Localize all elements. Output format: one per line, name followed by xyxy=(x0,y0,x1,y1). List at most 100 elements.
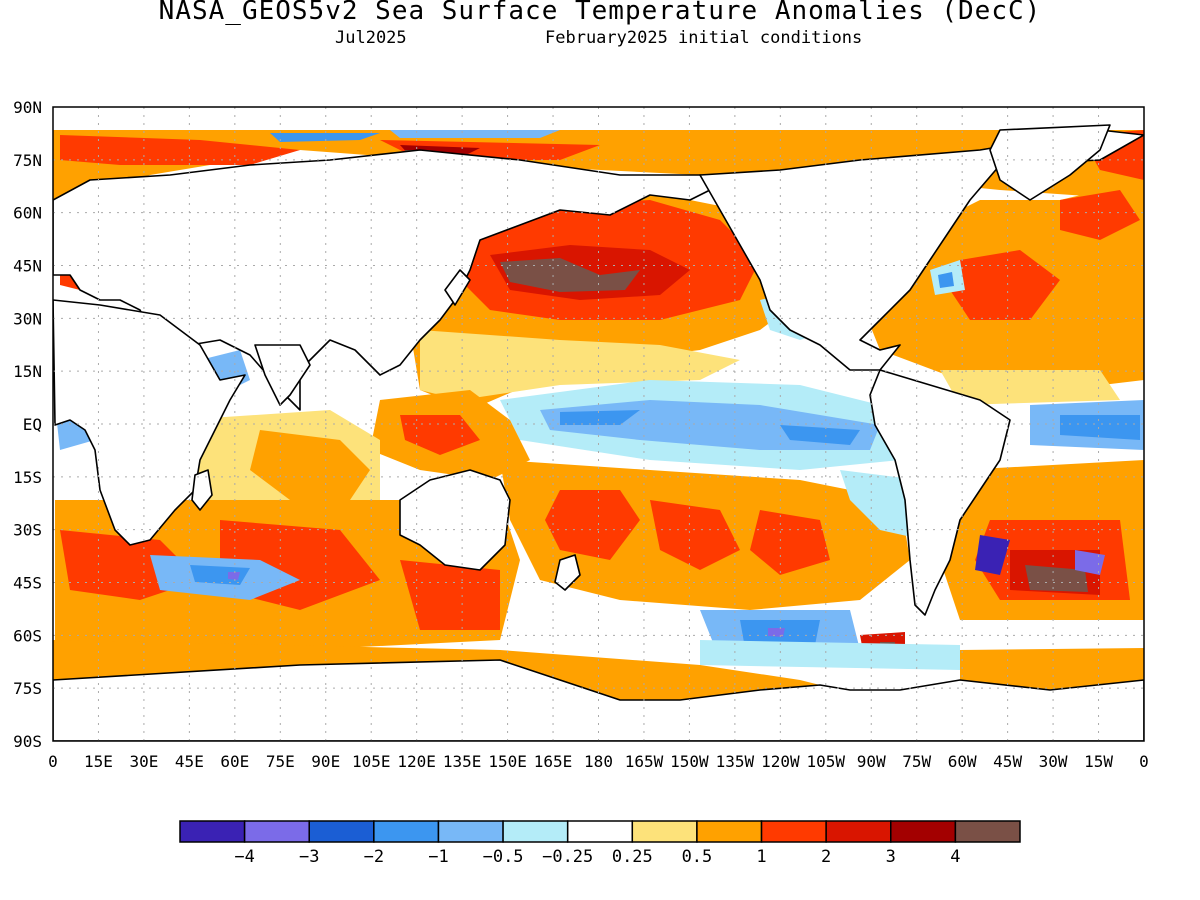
anomaly-patch xyxy=(390,130,560,138)
longitude-label: 90W xyxy=(857,752,886,771)
colorbar-label: 0.25 xyxy=(612,847,653,867)
colorbar-swatch xyxy=(696,820,763,843)
anomaly-patch xyxy=(60,135,300,165)
colorbar-label: −3 xyxy=(299,847,319,867)
colorbar-swatch xyxy=(243,820,310,843)
longitude-label: 75E xyxy=(266,752,295,771)
longitude-label: 15W xyxy=(1084,752,1113,771)
anomaly-patch xyxy=(938,272,954,288)
anomaly-patch xyxy=(270,133,380,142)
longitude-label: 105E xyxy=(352,752,391,771)
colorbar-label: 3 xyxy=(886,847,896,867)
land-australia xyxy=(399,469,511,571)
colorbar-swatch xyxy=(437,820,504,843)
latitude-label: 30S xyxy=(13,521,42,540)
latitude-label: 60N xyxy=(13,204,42,223)
colorbar-label: 2 xyxy=(821,847,831,867)
land-madagascar xyxy=(191,469,213,511)
colorbar-label: −0.25 xyxy=(542,847,593,867)
colorbar-swatch xyxy=(954,820,1021,843)
anomaly-patch xyxy=(780,425,860,445)
colorbar-label: 1 xyxy=(756,847,766,867)
anomaly-patch xyxy=(650,500,740,570)
land-africa xyxy=(53,299,246,546)
anomaly-patch xyxy=(1060,415,1140,440)
longitude-label: 45W xyxy=(993,752,1022,771)
colorbar-label: 0.5 xyxy=(682,847,713,867)
anomaly-patch xyxy=(768,628,785,637)
longitude-label: 105W xyxy=(807,752,846,771)
land-india xyxy=(254,344,311,406)
colorbar-swatch xyxy=(631,820,698,843)
anomaly-patch xyxy=(560,410,640,425)
longitude-label: 30E xyxy=(129,752,158,771)
anomaly-patch xyxy=(940,370,1120,405)
longitude-label: 15E xyxy=(84,752,113,771)
anomaly-patch xyxy=(420,330,740,400)
graticule xyxy=(53,107,1144,741)
anomaly-patch xyxy=(53,130,1144,210)
longitude-label: 0 xyxy=(1139,752,1149,771)
init-conditions-label: February2025 initial conditions xyxy=(545,28,863,48)
longitude-label: 135W xyxy=(716,752,755,771)
land-greenland xyxy=(989,124,1111,201)
longitude-label: 150E xyxy=(488,752,527,771)
anomaly-patch xyxy=(1060,190,1140,240)
colorbar-swatch xyxy=(502,820,569,843)
latitude-label: 90S xyxy=(13,732,42,751)
latitude-label: EQ xyxy=(23,415,42,434)
longitude-label: 75W xyxy=(902,752,931,771)
anomaly-patch xyxy=(700,640,960,670)
longitude-label: 150W xyxy=(670,752,709,771)
anomaly-patch xyxy=(750,510,830,575)
colorbar-swatch xyxy=(566,820,634,843)
land-new-zealand xyxy=(554,554,581,591)
colorbar: −4 −3 −2 −1 −0.5 −0.25 0.25 0.5 1 2 3 4 xyxy=(179,820,1021,867)
anomaly-patch xyxy=(545,490,640,560)
colorbar-swatch xyxy=(373,820,440,843)
longitude-label: 165W xyxy=(625,752,664,771)
longitude-label: 120E xyxy=(397,752,436,771)
anomaly-patch xyxy=(228,572,240,580)
latitude-label: 30N xyxy=(13,309,42,328)
longitude-label: 60E xyxy=(220,752,249,771)
colorbar-label: −2 xyxy=(364,847,384,867)
longitude-label: 165E xyxy=(534,752,573,771)
anomaly-patch xyxy=(1025,565,1088,592)
colorbar-label: −1 xyxy=(428,847,448,867)
colorbar-label: −4 xyxy=(234,847,254,867)
map-frame xyxy=(52,106,1145,742)
longitude-label: 180 xyxy=(584,752,613,771)
colorbar-swatch xyxy=(890,820,957,843)
anomaly-patch xyxy=(975,535,1010,575)
latitude-label: 60S xyxy=(13,626,42,645)
anomaly-patch xyxy=(250,430,370,500)
land-south-america xyxy=(869,369,1011,616)
latitude-label: 90N xyxy=(13,98,42,117)
anomaly-patch xyxy=(950,250,1060,320)
latitude-label: 75S xyxy=(13,679,42,698)
longitude-label: 0 xyxy=(48,752,58,771)
longitude-label: 30W xyxy=(1039,752,1068,771)
colorbar-swatch xyxy=(760,820,827,843)
latitude-label: 45N xyxy=(13,257,42,276)
latitude-label: 75N xyxy=(13,151,42,170)
latitude-label: 15N xyxy=(13,362,42,381)
longitude-label: 120W xyxy=(761,752,800,771)
colorbar-swatch xyxy=(308,820,375,843)
anomaly-patch xyxy=(500,258,640,292)
anomaly-patch xyxy=(1075,550,1105,575)
colorbar-swatch xyxy=(179,820,246,843)
land-masses xyxy=(53,124,1144,741)
latitude-labels: 90N 75N 60N 45N 30N 15N EQ 15S 30S 45S 60S 75S 90S xyxy=(13,98,42,751)
latitude-label: 15S xyxy=(13,468,42,487)
anomaly-patch xyxy=(400,415,480,455)
longitude-label: 135E xyxy=(443,752,482,771)
longitude-label: 90E xyxy=(311,752,340,771)
land-japan xyxy=(444,269,471,306)
longitude-label: 60W xyxy=(948,752,977,771)
map-title: NASA_GEOS5v2 Sea Surface Temperature Ano… xyxy=(158,0,1042,26)
colorbar-label: −0.5 xyxy=(483,847,524,867)
valid-month-label: Jul2025 xyxy=(335,28,407,48)
